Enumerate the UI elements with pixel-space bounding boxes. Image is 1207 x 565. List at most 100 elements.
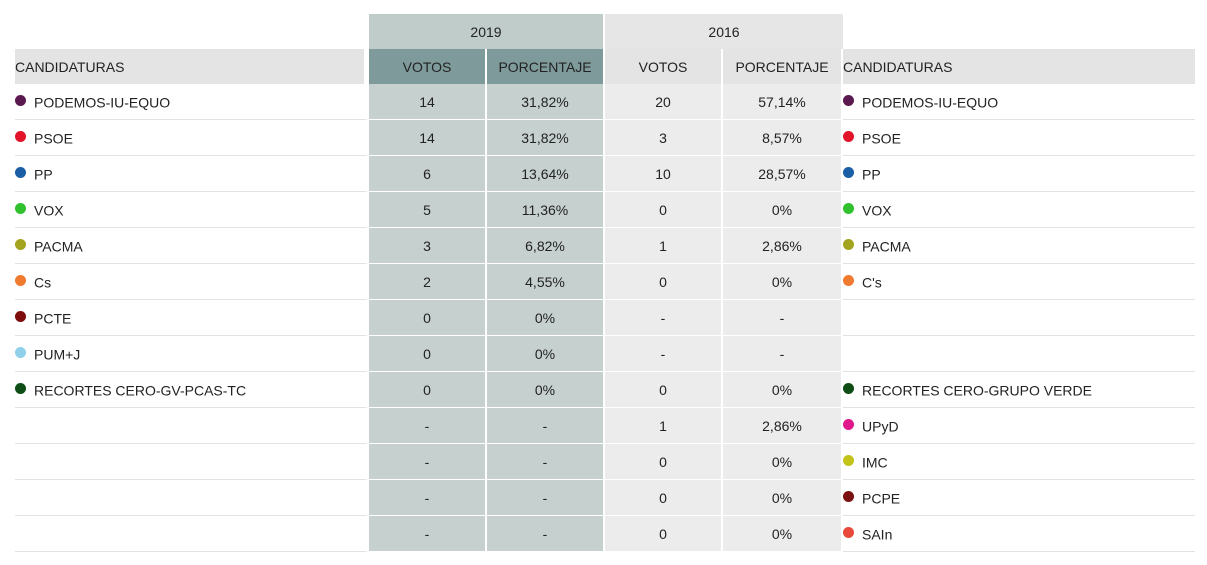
pct-cell-2016: 0% [723,192,843,228]
results-table-container: 2019 2016 CANDIDATURAS VOTOS PORCENTAJE … [15,14,1195,552]
pct-cell-2016: 0% [723,372,843,408]
table-row: - -0 0% IMC [15,444,1195,480]
pct-cell-2019: - [487,408,605,444]
candidatura-cell-right: PSOE [843,120,1195,156]
year-header-blank-right [843,14,1195,49]
pct-cell-2019: 4,55% [487,264,605,300]
candidatura-cell-left [15,444,369,480]
candidaturas-header-left: CANDIDATURAS [15,49,369,84]
party-name: PSOE [34,130,73,147]
party-color-dot-icon [843,383,854,395]
party-color-dot-icon [15,347,26,359]
year-header-blank-left [15,14,369,49]
votos-cell-2019: 0 [369,300,487,336]
votos-cell-2019: - [369,444,487,480]
table-row: - -0 0% PCPE [15,480,1195,516]
pct-cell-2016: 2,86% [723,408,843,444]
votos-cell-2016: 1 [605,228,723,264]
votos-cell-2016: 1 [605,408,723,444]
pct-cell-2019: 13,64% [487,156,605,192]
party-color-dot-icon [15,167,26,179]
table-row: RECORTES CERO-GV-PCAS-TC 0 0% 0 0% RECORTES C… [15,372,1195,408]
pct-cell-2019: - [487,480,605,516]
pct-cell-2019: 31,82% [487,84,605,120]
party-name: PODEMOS-IU-EQUO [34,94,171,111]
column-header-row: CANDIDATURAS VOTOS PORCENTAJE VOTOS PORC… [15,49,1195,84]
candidatura-cell-right: C's [843,264,1195,300]
candidatura-cell-right: SAIn [843,516,1195,552]
party-name: IMC [862,454,888,471]
party-name: PSOE [862,130,901,147]
candidatura-cell-right: PP [843,156,1195,192]
results-table: 2019 2016 CANDIDATURAS VOTOS PORCENTAJE … [15,14,1195,552]
party-color-dot-icon [15,239,26,251]
pct-cell-2019: 31,82% [487,120,605,156]
votos-cell-2019: 0 [369,336,487,372]
table-row: PSOE 14 31,82% 3 8,57% PSOE [15,120,1195,156]
candidatura-cell-left: PUM+J [15,336,369,372]
pct-cell-2016: 57,14% [723,84,843,120]
votos-cell-2019: 5 [369,192,487,228]
party-color-dot-icon [843,491,854,503]
party-name: VOX [862,202,892,219]
candidatura-cell-left: PACMA [15,228,369,264]
votos-cell-2019: 2 [369,264,487,300]
candidatura-cell-left: PP [15,156,369,192]
votos-cell-2019: 6 [369,156,487,192]
candidatura-cell-left: Cs [15,264,369,300]
votos-cell-2016: 0 [605,192,723,228]
candidatura-cell-left: PSOE [15,120,369,156]
party-color-dot-icon [15,203,26,215]
votos-cell-2019: - [369,408,487,444]
candidatura-cell-right [843,336,1195,372]
pct-cell-2019: - [487,516,605,552]
results-body: PODEMOS-IU-EQUO 14 31,82% 20 57,14% PODEMOS-I… [15,84,1195,552]
votos-cell-2019: 14 [369,120,487,156]
candidaturas-header-right: CANDIDATURAS [843,49,1195,84]
votos-cell-2019: 3 [369,228,487,264]
pct-cell-2016: 28,57% [723,156,843,192]
party-name: PACMA [862,238,911,255]
candidatura-cell-right: PODEMOS-IU-EQUO [843,84,1195,120]
votos-cell-2016: 3 [605,120,723,156]
table-row: - -0 0% SAIn [15,516,1195,552]
votos-cell-2019: - [369,480,487,516]
party-name: SAIn [862,526,893,543]
candidatura-cell-left: VOX [15,192,369,228]
candidatura-cell-left: PCTE [15,300,369,336]
party-name: RECORTES CERO-GRUPO VERDE [862,382,1092,399]
pct-cell-2019: 0% [487,300,605,336]
party-name: VOX [34,202,64,219]
table-row: PUM+J 0 0% - - [15,336,1195,372]
party-name: PACMA [34,238,83,255]
pct-cell-2016: 2,86% [723,228,843,264]
candidatura-cell-right: UPyD [843,408,1195,444]
party-name: PP [34,166,53,183]
party-name: Cs [34,274,52,291]
party-color-dot-icon [843,527,854,539]
candidatura-cell-right: VOX [843,192,1195,228]
year-header-2016: 2016 [605,14,843,49]
party-name: PODEMOS-IU-EQUO [862,94,999,111]
pct-cell-2016: 0% [723,516,843,552]
pct-cell-2019: 0% [487,372,605,408]
votos-cell-2016: - [605,300,723,336]
pct-cell-2016: 0% [723,264,843,300]
votos-cell-2016: 0 [605,444,723,480]
candidatura-cell-left [15,516,369,552]
candidatura-cell-right: PACMA [843,228,1195,264]
pct-cell-2019: - [487,444,605,480]
candidatura-cell-right [843,300,1195,336]
table-row: PCTE 0 0% - - [15,300,1195,336]
table-row: - -1 2,86% UPyD [15,408,1195,444]
party-color-dot-icon [843,455,854,467]
party-name: PP [862,166,881,183]
pct-cell-2016: 8,57% [723,120,843,156]
votos-cell-2016: 0 [605,516,723,552]
party-color-dot-icon [843,419,854,431]
votos-cell-2016: 0 [605,372,723,408]
party-color-dot-icon [15,311,26,323]
table-row: PODEMOS-IU-EQUO 14 31,82% 20 57,14% PODEMOS-I… [15,84,1195,120]
votos-cell-2016: 20 [605,84,723,120]
party-color-dot-icon [843,203,854,215]
